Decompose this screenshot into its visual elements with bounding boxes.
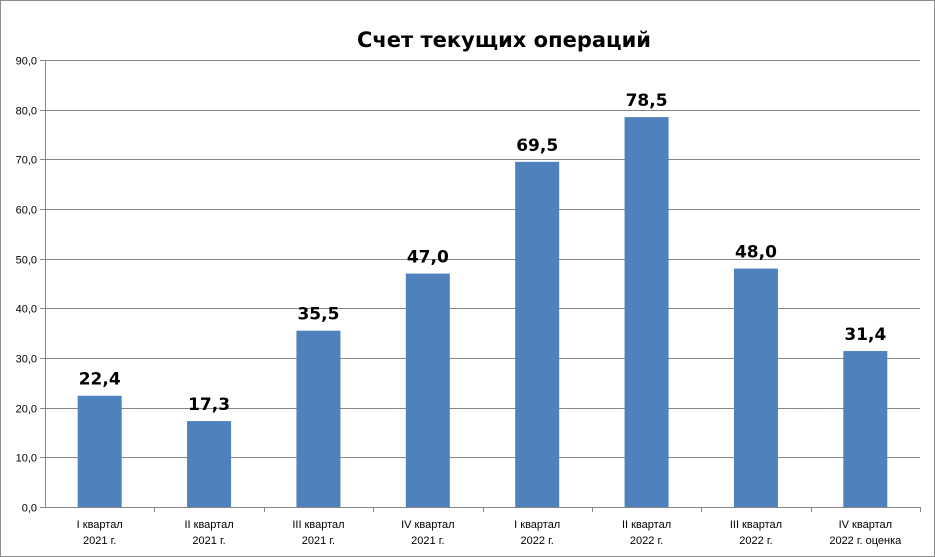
bar (624, 117, 669, 507)
y-tick-label: 60,0 (16, 205, 37, 217)
y-tick-label: 10,0 (16, 453, 37, 465)
bar (187, 421, 232, 507)
x-tick-label: 2022 г. (739, 535, 772, 547)
x-tick-label: I квартал (514, 519, 560, 531)
data-label: 35,5 (297, 305, 339, 325)
x-tick-label: 2022 г. оценка (829, 535, 902, 547)
data-label: 78,5 (626, 91, 668, 111)
axes (45, 60, 920, 508)
x-tick-label: 2022 г. (521, 535, 554, 547)
x-tick-label: 2021 г. (411, 535, 444, 547)
y-tick-label: 80,0 (16, 106, 37, 118)
bar (843, 351, 888, 507)
data-label: 17,3 (188, 395, 230, 415)
bar (77, 395, 122, 507)
gridlines (45, 60, 920, 458)
data-label: 69,5 (516, 136, 558, 156)
bar (515, 161, 560, 508)
data-label: 31,4 (844, 325, 886, 345)
data-label: 22,4 (79, 370, 121, 390)
x-tick-label: III квартал (292, 519, 344, 531)
y-tick-label: 70,0 (16, 155, 37, 167)
x-tick-label: 2021 г. (192, 535, 225, 547)
y-tick-label: 40,0 (16, 304, 37, 316)
y-tick-label: 30,0 (16, 354, 37, 366)
bars (77, 117, 888, 508)
bar (733, 268, 778, 507)
x-tick-label: IV квартал (401, 519, 454, 531)
value-labels: 22,4 17,3 35,5 47,0 69,5 78,5 48,0 31,4 (79, 91, 887, 415)
y-axis-ticks: 0,0 10,0 20,0 30,0 40,0 50,0 60,0 70,0 80,0 90,0 (16, 56, 45, 515)
x-tick-label: I квартал (77, 519, 123, 531)
x-axis-ticks: I квартал 2021 г. II квартал 2021 г. III ква… (77, 507, 921, 547)
x-tick-label: 2022 г. (630, 535, 663, 547)
y-tick-label: 90,0 (16, 56, 37, 68)
x-tick-label: III квартал (730, 519, 782, 531)
bar (405, 273, 450, 507)
y-tick-label: 20,0 (16, 404, 37, 416)
x-tick-label: 2021 г. (302, 535, 335, 547)
x-tick-label: IV квартал (839, 519, 892, 531)
chart-title: Счет текущих операций (357, 28, 651, 52)
y-tick-label: 0,0 (22, 503, 37, 515)
data-label: 48,0 (735, 243, 777, 263)
x-tick-label: 2021 г. (83, 535, 116, 547)
y-tick-label: 50,0 (16, 255, 37, 267)
x-tick-label: II квартал (622, 519, 671, 531)
x-tick-label: II квартал (184, 519, 233, 531)
bar (296, 330, 341, 507)
data-label: 47,0 (407, 248, 449, 268)
